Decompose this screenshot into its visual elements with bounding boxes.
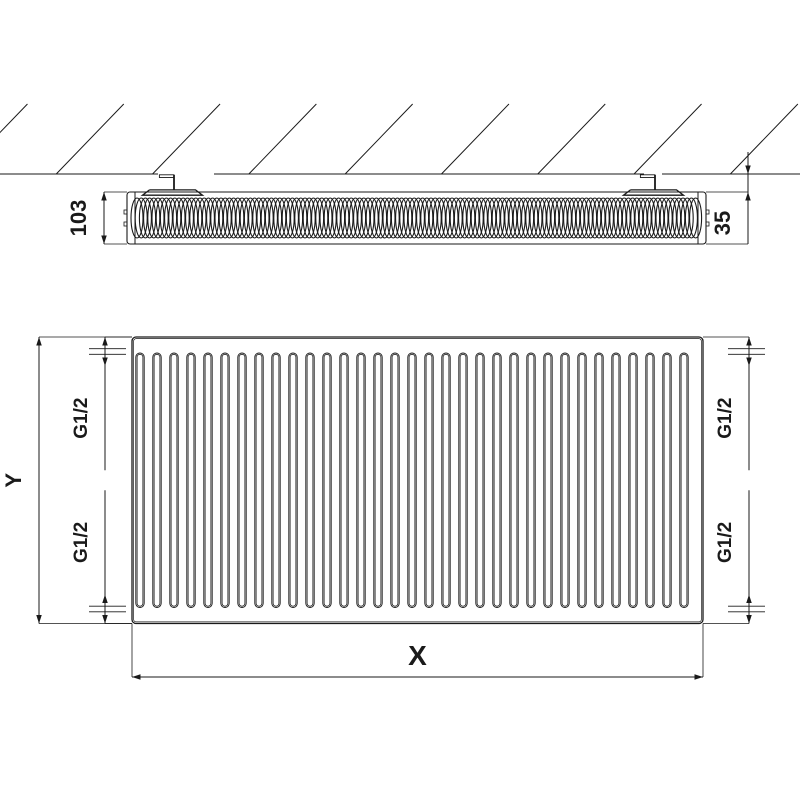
svg-text:G1/2: G1/2 (71, 522, 92, 563)
svg-text:G1/2: G1/2 (715, 522, 736, 563)
svg-text:103: 103 (66, 200, 91, 237)
svg-text:Y: Y (1, 473, 26, 488)
svg-text:G1/2: G1/2 (715, 398, 736, 439)
svg-text:35: 35 (710, 211, 735, 235)
svg-text:X: X (408, 640, 427, 671)
svg-text:G1/2: G1/2 (71, 398, 92, 439)
